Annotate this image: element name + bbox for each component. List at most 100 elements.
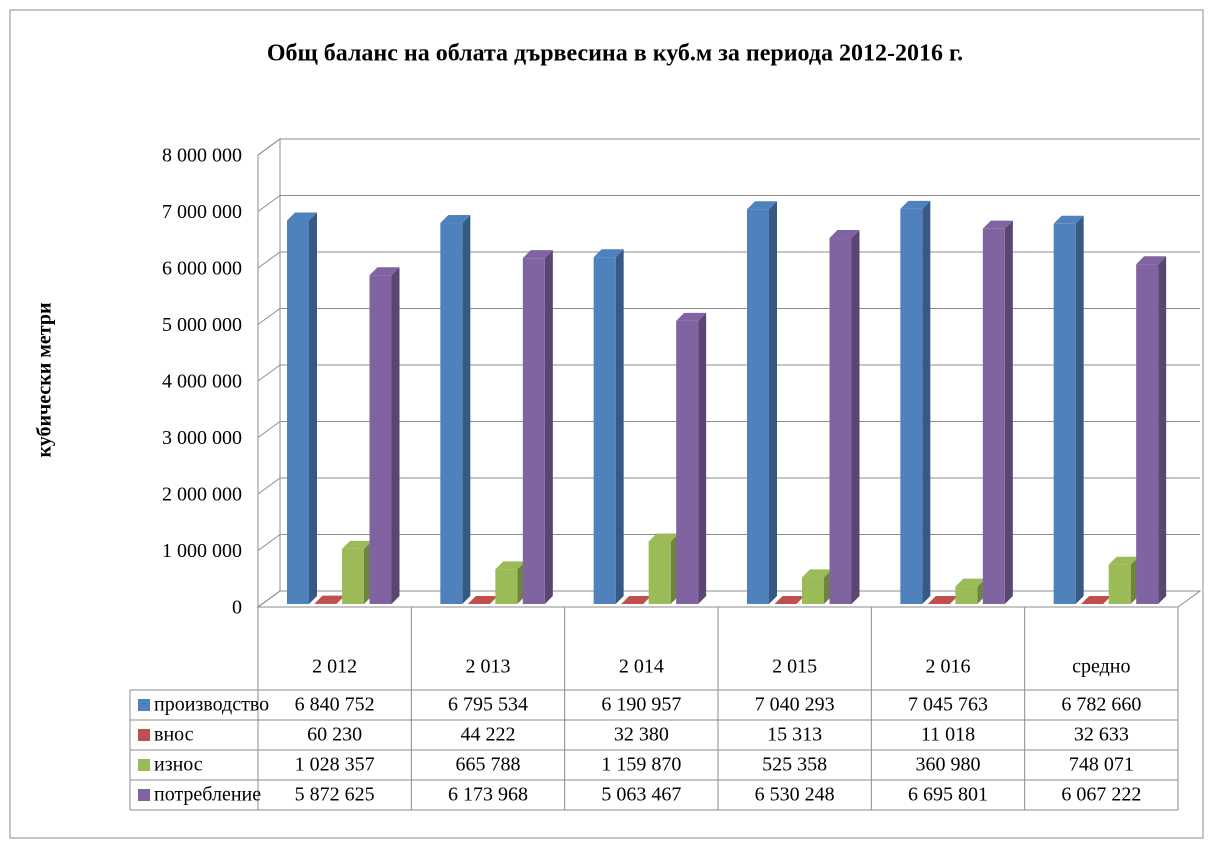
bar-top [369, 267, 400, 276]
grid-line-side [257, 138, 281, 156]
bar-top [676, 312, 707, 321]
bar-side [1075, 215, 1084, 604]
bar-top [1136, 256, 1167, 265]
grid-line-side [257, 534, 281, 551]
table-value: 7 040 293 [755, 694, 835, 716]
bar-top [747, 201, 777, 210]
bar-top [955, 578, 986, 587]
bar-side [851, 230, 860, 604]
table-value: 360 980 [916, 754, 981, 776]
x-tick-label: 2 014 [619, 656, 664, 678]
bar-top [467, 596, 498, 604]
bar-top [287, 212, 317, 221]
bar-side [462, 215, 471, 605]
table-value: 6 190 957 [601, 694, 681, 716]
table-value: 748 071 [1069, 754, 1134, 776]
table-value: 11 018 [921, 724, 975, 746]
y-tick-label: 5 000 000 [162, 314, 242, 336]
grid-line-side [257, 590, 281, 608]
bar-side [1158, 256, 1167, 604]
bar-top [314, 595, 345, 604]
bar-top [1081, 596, 1112, 604]
bar-side [769, 201, 777, 604]
table-value: 525 358 [762, 754, 827, 776]
grid-line-side [257, 308, 281, 325]
grid-line-side [257, 477, 281, 495]
bar-top [802, 569, 832, 578]
grid-line-side [257, 421, 281, 438]
legend-swatch [138, 789, 150, 801]
bar-top [621, 596, 652, 604]
bar-top [522, 250, 553, 259]
table-value: 6 695 801 [908, 784, 988, 806]
bar-side [1004, 220, 1013, 604]
chart-title: Общ баланс на облата дървесина в куб.м з… [267, 41, 963, 67]
bar [440, 223, 463, 605]
x-tick-label: 2 016 [926, 656, 971, 678]
bar-top [900, 200, 931, 209]
y-tick-label: 6 000 000 [162, 258, 242, 280]
table-value: 7 045 763 [908, 694, 988, 716]
table-value: 5 872 625 [295, 784, 375, 806]
y-tick-label: 4 000 000 [162, 371, 242, 393]
x-tick-label: 2 012 [312, 656, 357, 678]
bar [900, 208, 923, 605]
table-value: 6 782 660 [1061, 694, 1141, 716]
y-tick-label: 0 [232, 597, 242, 619]
table-value: 665 788 [456, 754, 521, 776]
bar [1136, 264, 1159, 604]
bar [802, 577, 824, 604]
bar-top [593, 249, 624, 258]
table-value: 44 222 [461, 724, 516, 746]
grid-line-side [257, 251, 281, 269]
bar [747, 209, 769, 604]
bar [829, 238, 852, 604]
bar-side [391, 267, 400, 604]
table-value: 6 795 534 [448, 694, 528, 716]
legend-label: производство [154, 694, 269, 716]
table-value: 1 159 870 [601, 754, 681, 776]
bar-top [440, 215, 471, 224]
table-value: 15 313 [767, 724, 822, 746]
bar-top [648, 533, 679, 542]
legend-label: потребление [154, 784, 261, 806]
table-value: 32 380 [614, 724, 669, 746]
bar-top [927, 596, 958, 604]
table-value: 32 633 [1074, 724, 1129, 746]
table-value: 6 840 752 [295, 694, 375, 716]
legend-swatch [138, 759, 150, 771]
grid-line-side [257, 195, 281, 212]
bar-top [829, 230, 860, 239]
bar [982, 228, 1005, 604]
bar [1053, 223, 1076, 604]
table-value: 5 063 467 [601, 784, 681, 806]
bar [369, 275, 392, 604]
bar [955, 586, 978, 604]
x-tick-label: 2 013 [466, 656, 511, 678]
bar [648, 541, 671, 604]
bar [495, 569, 518, 604]
bar [1108, 564, 1131, 604]
bar-top [1108, 556, 1139, 565]
bar-side [615, 249, 624, 604]
table-value: 60 230 [307, 724, 362, 746]
y-tick-label: 7 000 000 [162, 201, 242, 223]
table-value: 6 067 222 [1061, 784, 1141, 806]
bar-top [495, 561, 526, 570]
x-tick-label: средно [1072, 656, 1130, 678]
grid-line-side [257, 364, 281, 382]
y-tick-label: 8 000 000 [162, 145, 242, 167]
legend-swatch [138, 699, 150, 711]
legend-label: износ [154, 754, 203, 776]
bar [676, 320, 699, 604]
bar-side [309, 212, 317, 605]
bar-top [982, 220, 1013, 229]
bar [593, 257, 616, 604]
bar-side [698, 312, 707, 604]
x-tick-label: 2 015 [772, 656, 817, 678]
y-tick-label: 1 000 000 [162, 540, 242, 562]
legend-label: внос [154, 724, 194, 746]
bar [287, 220, 309, 605]
y-tick-label: 2 000 000 [162, 484, 242, 506]
